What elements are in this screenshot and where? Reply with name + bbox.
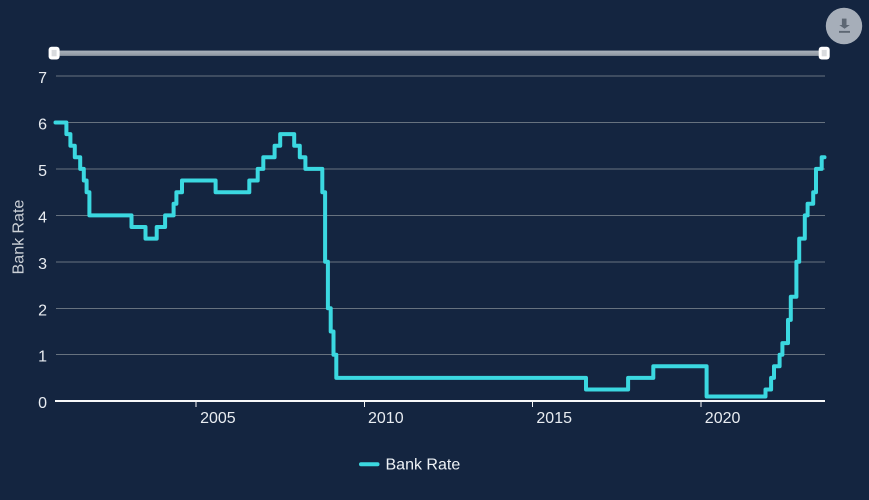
svg-text:2005: 2005 [200,410,236,427]
svg-text:2020: 2020 [705,410,741,427]
svg-text:1: 1 [38,349,47,366]
svg-text:7: 7 [38,70,47,87]
svg-text:2: 2 [38,302,47,319]
svg-text:Bank Rate: Bank Rate [386,457,461,474]
svg-text:2010: 2010 [368,410,404,427]
svg-text:6: 6 [38,117,47,134]
svg-text:4: 4 [38,209,47,226]
svg-text:2015: 2015 [536,410,572,427]
svg-text:3: 3 [38,256,47,273]
svg-text:Bank Rate: Bank Rate [11,200,28,275]
svg-text:5: 5 [38,163,47,180]
svg-text:0: 0 [38,395,47,412]
